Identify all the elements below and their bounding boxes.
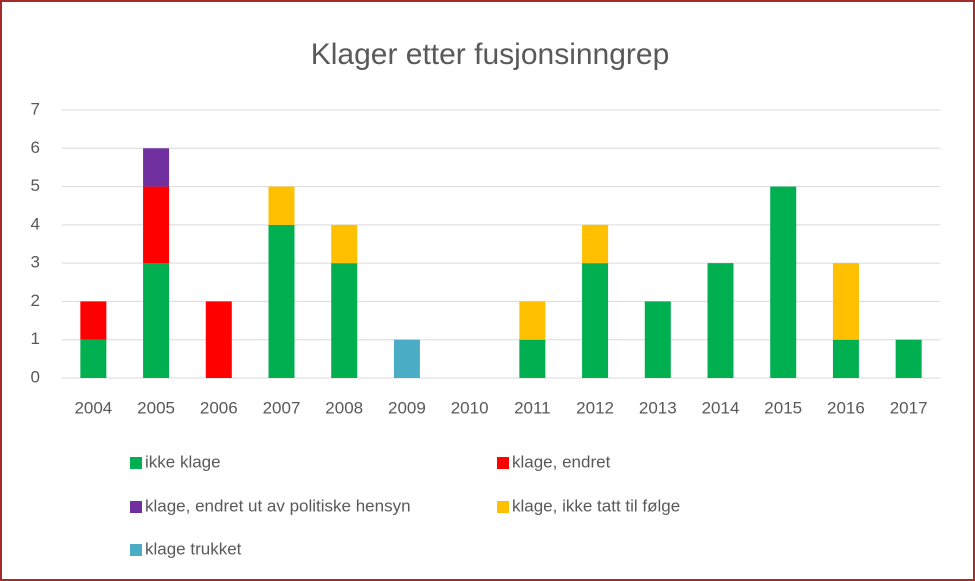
legend-swatch (497, 457, 509, 469)
bar-segment (582, 224, 609, 264)
legend-label: klage, endret (512, 452, 611, 471)
legend-label: klage, ikke tatt til følge (512, 496, 680, 515)
x-tick-label: 2017 (890, 398, 928, 417)
bar-segment (80, 339, 107, 378)
legend-swatch (497, 501, 509, 513)
bar-segment (205, 301, 232, 378)
bar-segment (707, 263, 734, 378)
x-tick-label: 2011 (514, 398, 551, 417)
x-tick-label: 2009 (388, 398, 426, 417)
bar-segment (895, 339, 922, 378)
y-tick-label: 7 (31, 99, 40, 118)
bar-segment (832, 263, 859, 340)
bar-segment (80, 301, 107, 340)
legend-label: klage, endret ut av politiske hensyn (145, 496, 411, 515)
bar-segment (644, 301, 671, 378)
y-tick-label: 0 (31, 367, 40, 386)
x-tick-label: 2016 (827, 398, 865, 417)
x-tick-label: 2010 (451, 398, 489, 417)
bar-segment (393, 339, 420, 378)
bar-segment (331, 224, 358, 264)
bar-segment (268, 224, 295, 378)
y-tick-label: 6 (31, 138, 40, 157)
bar-segment (331, 263, 358, 378)
x-tick-label: 2005 (137, 398, 175, 417)
bar-segment (770, 186, 797, 378)
x-tick-label: 2015 (764, 398, 802, 417)
x-tick-label: 2007 (263, 398, 301, 417)
y-tick-label: 2 (31, 291, 40, 310)
bar-segment (832, 339, 859, 378)
y-tick-label: 4 (31, 214, 40, 233)
x-tick-label: 2004 (74, 398, 112, 417)
bar-segment (519, 301, 546, 340)
x-tick-label: 2006 (200, 398, 238, 417)
legend-swatch (130, 457, 142, 469)
legend-label: ikke klage (145, 452, 221, 471)
y-tick-label: 5 (31, 176, 40, 195)
bar-segment (519, 339, 546, 378)
legend-label: klage trukket (145, 539, 242, 558)
x-tick-label: 2008 (325, 398, 363, 417)
bar-segment (582, 263, 609, 378)
chart-title: Klager etter fusjonsinngrep (311, 38, 670, 71)
y-tick-label: 3 (31, 253, 40, 272)
bar-segment (143, 148, 170, 187)
legend-swatch (130, 501, 142, 513)
legend-swatch (130, 544, 142, 556)
x-tick-label: 2014 (702, 398, 740, 417)
y-tick-label: 1 (31, 329, 40, 348)
bar-segment (143, 263, 170, 378)
x-tick-label: 2012 (576, 398, 614, 417)
x-tick-label: 2013 (639, 398, 677, 417)
bar-segment (268, 186, 295, 225)
bar-segment (143, 186, 170, 264)
